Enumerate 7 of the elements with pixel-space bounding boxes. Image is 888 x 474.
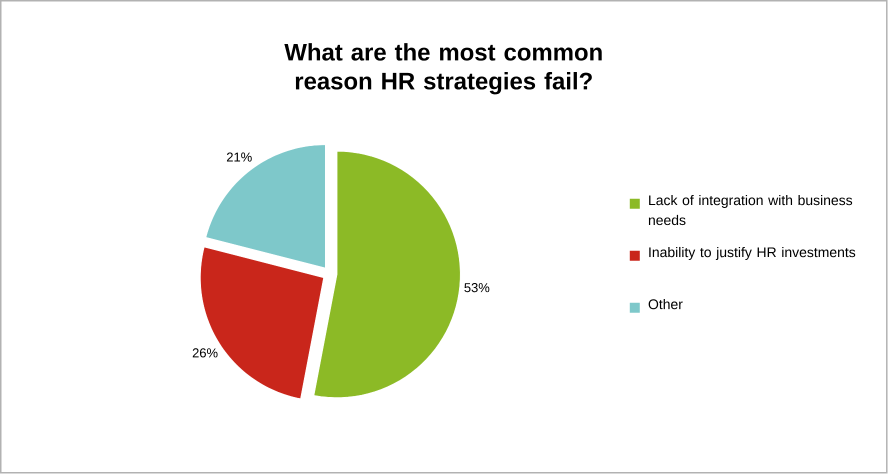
chart-title: What are the most common reason HR strategies fail? xyxy=(284,43,602,95)
legend-label: Other xyxy=(648,299,683,310)
data-label: 53% xyxy=(464,283,490,292)
data-label: 26% xyxy=(192,348,218,358)
legend-label: Lack of integration with business needs xyxy=(648,195,852,226)
legend-label: Inability to justify HR investments xyxy=(649,247,856,260)
data-label: 21% xyxy=(226,152,252,162)
